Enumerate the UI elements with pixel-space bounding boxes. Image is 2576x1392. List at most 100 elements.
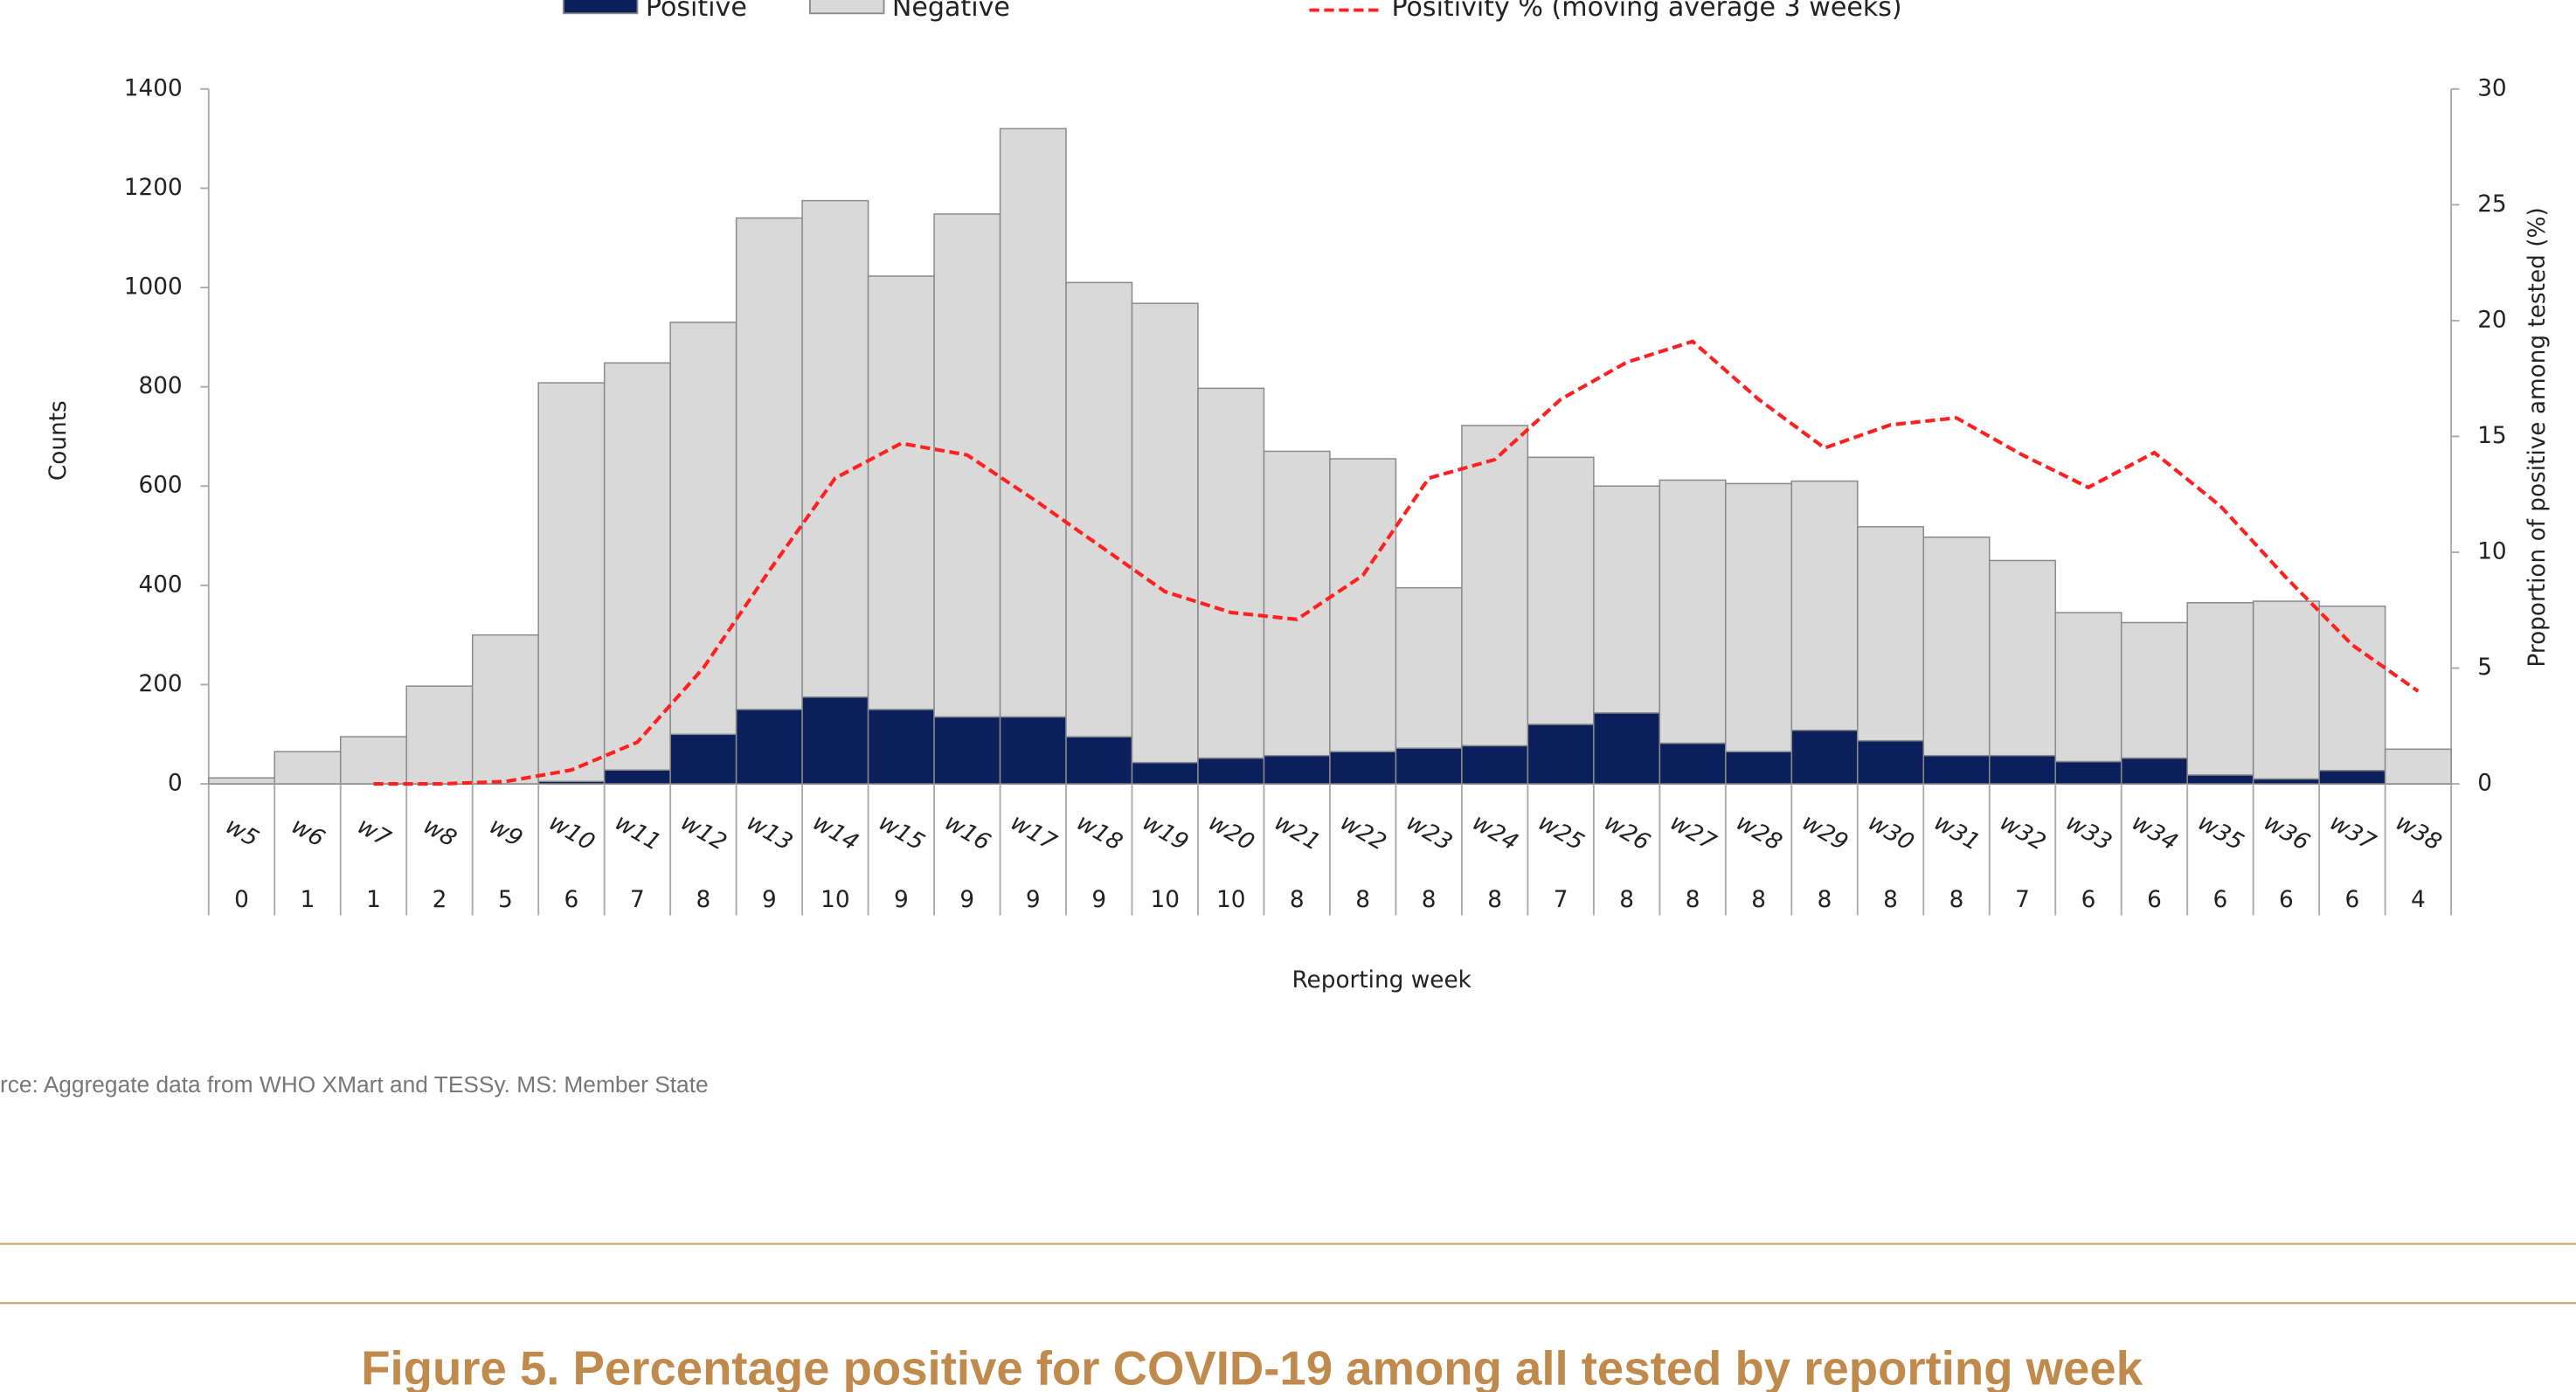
bar-segment <box>1065 736 1133 785</box>
x-tick-label: w12 <box>676 809 731 855</box>
reporting-count: 9 <box>959 887 974 913</box>
bar-segment <box>1131 761 1199 785</box>
y2-tick-label: 15 <box>2477 423 2506 449</box>
x-tick-label: w13 <box>742 809 797 855</box>
bar-segment <box>405 685 474 785</box>
x-tick-label: w8 <box>419 813 460 852</box>
reporting-count: 8 <box>1883 887 1898 913</box>
bar-segment <box>1790 480 1859 731</box>
bar-segment <box>471 634 539 785</box>
bar-segment <box>603 769 671 785</box>
bar-segment <box>2252 778 2320 785</box>
bar-segment <box>801 696 869 785</box>
bar-segment <box>669 322 737 736</box>
x-tick-label: w19 <box>1138 809 1193 855</box>
x-tick-label: w34 <box>2127 809 2182 855</box>
reporting-count: 9 <box>894 887 909 913</box>
bar-segment <box>1658 742 1727 785</box>
bar-segment <box>2318 769 2386 785</box>
y-tick-label: 1400 <box>124 75 183 101</box>
x-tick-label: w9 <box>485 813 527 852</box>
reporting-count: 7 <box>630 887 645 913</box>
y-tick-label: 200 <box>138 671 182 697</box>
bar-segment <box>2054 612 2122 763</box>
x-tick-label: w6 <box>287 813 329 852</box>
y2-tick-label: 20 <box>2477 307 2506 333</box>
reporting-count: 4 <box>2411 887 2426 913</box>
reporting-count: 8 <box>1818 887 1832 913</box>
bar-segment <box>1395 586 1463 749</box>
bar-segment <box>1593 485 1661 714</box>
x-tick-label: w16 <box>940 809 995 855</box>
x-tick-label: w5 <box>221 813 263 852</box>
x-tick-label: w7 <box>353 813 395 852</box>
bar-segment <box>1197 757 1265 785</box>
y2-axis-label: Proportion of positive among tested (%) <box>2524 207 2551 667</box>
bar-segment <box>1197 387 1265 759</box>
reporting-count: 10 <box>1150 887 1179 913</box>
x-tick-label: w21 <box>1270 809 1325 855</box>
y2-tick-label: 0 <box>2477 771 2492 797</box>
x-tick-label: w24 <box>1468 809 1523 855</box>
bar-segment <box>867 709 935 785</box>
reporting-count: 2 <box>433 887 447 913</box>
reporting-count: 8 <box>1290 887 1305 913</box>
x-tick-label: w32 <box>1995 809 2050 855</box>
bar-segment <box>339 736 407 785</box>
y-axis-label: Counts <box>45 400 72 481</box>
bar-segment <box>208 777 276 785</box>
x-tick-label: w30 <box>1863 809 1918 855</box>
bar-segment <box>537 382 606 782</box>
x-tick-label: w33 <box>2061 809 2116 855</box>
bar-segment <box>1461 425 1529 747</box>
legend-label: Positive <box>646 0 747 23</box>
bar-segment <box>801 199 869 698</box>
bar-segment <box>2054 760 2122 785</box>
x-tick-label: w35 <box>2193 809 2248 855</box>
x-tick-label: w31 <box>1929 809 1984 855</box>
x-tick-label: w37 <box>2325 809 2380 856</box>
y-tick-label: 600 <box>138 473 182 499</box>
bar-segment <box>1725 751 1793 785</box>
bar-segment <box>1527 724 1595 785</box>
bar-segment <box>735 709 803 785</box>
bar-segment <box>867 275 935 710</box>
bar-segment <box>933 716 1001 785</box>
x-tick-label: w27 <box>1665 809 1721 856</box>
x-tick-label: w11 <box>610 809 665 855</box>
reporting-count: 10 <box>821 887 849 913</box>
bar-segment <box>1593 712 1661 785</box>
legend-swatch <box>562 0 639 15</box>
bar-segment <box>2252 600 2320 780</box>
caption: Figure 5. Percentage positive for COVID-… <box>361 1342 2143 1392</box>
bar-segment <box>669 733 737 785</box>
x-tick-label: w14 <box>808 809 863 855</box>
bar-segment <box>2120 621 2188 759</box>
bar-segment <box>1857 739 1925 785</box>
bar-segment <box>1329 751 1397 785</box>
y-tick-label: 400 <box>138 571 182 598</box>
reporting-count: 6 <box>2345 887 2360 913</box>
bar-segment <box>933 213 1001 718</box>
reporting-count: 8 <box>1422 887 1437 913</box>
bar-segment <box>1461 744 1529 785</box>
reporting-count: 6 <box>2279 887 2294 913</box>
reporting-count: 8 <box>696 887 711 913</box>
x-tick-label: w22 <box>1336 809 1391 855</box>
x-tick-label: w20 <box>1204 809 1259 855</box>
reporting-count: 6 <box>564 887 579 913</box>
reporting-count: 8 <box>1619 887 1634 913</box>
bar-segment <box>999 128 1067 718</box>
bar-segment <box>735 217 803 710</box>
y2-tick-label: 25 <box>2477 191 2506 218</box>
reporting-count: 6 <box>2081 887 2096 913</box>
x-tick-label: w36 <box>2259 809 2314 855</box>
bar-segment <box>2318 605 2386 772</box>
x-tick-label: w18 <box>1072 809 1127 855</box>
bar-segment <box>999 716 1067 785</box>
bar-segment <box>1065 281 1133 738</box>
bar-segment <box>1131 302 1199 764</box>
bar-segment <box>1922 754 1991 785</box>
bar-segment <box>1527 456 1595 725</box>
